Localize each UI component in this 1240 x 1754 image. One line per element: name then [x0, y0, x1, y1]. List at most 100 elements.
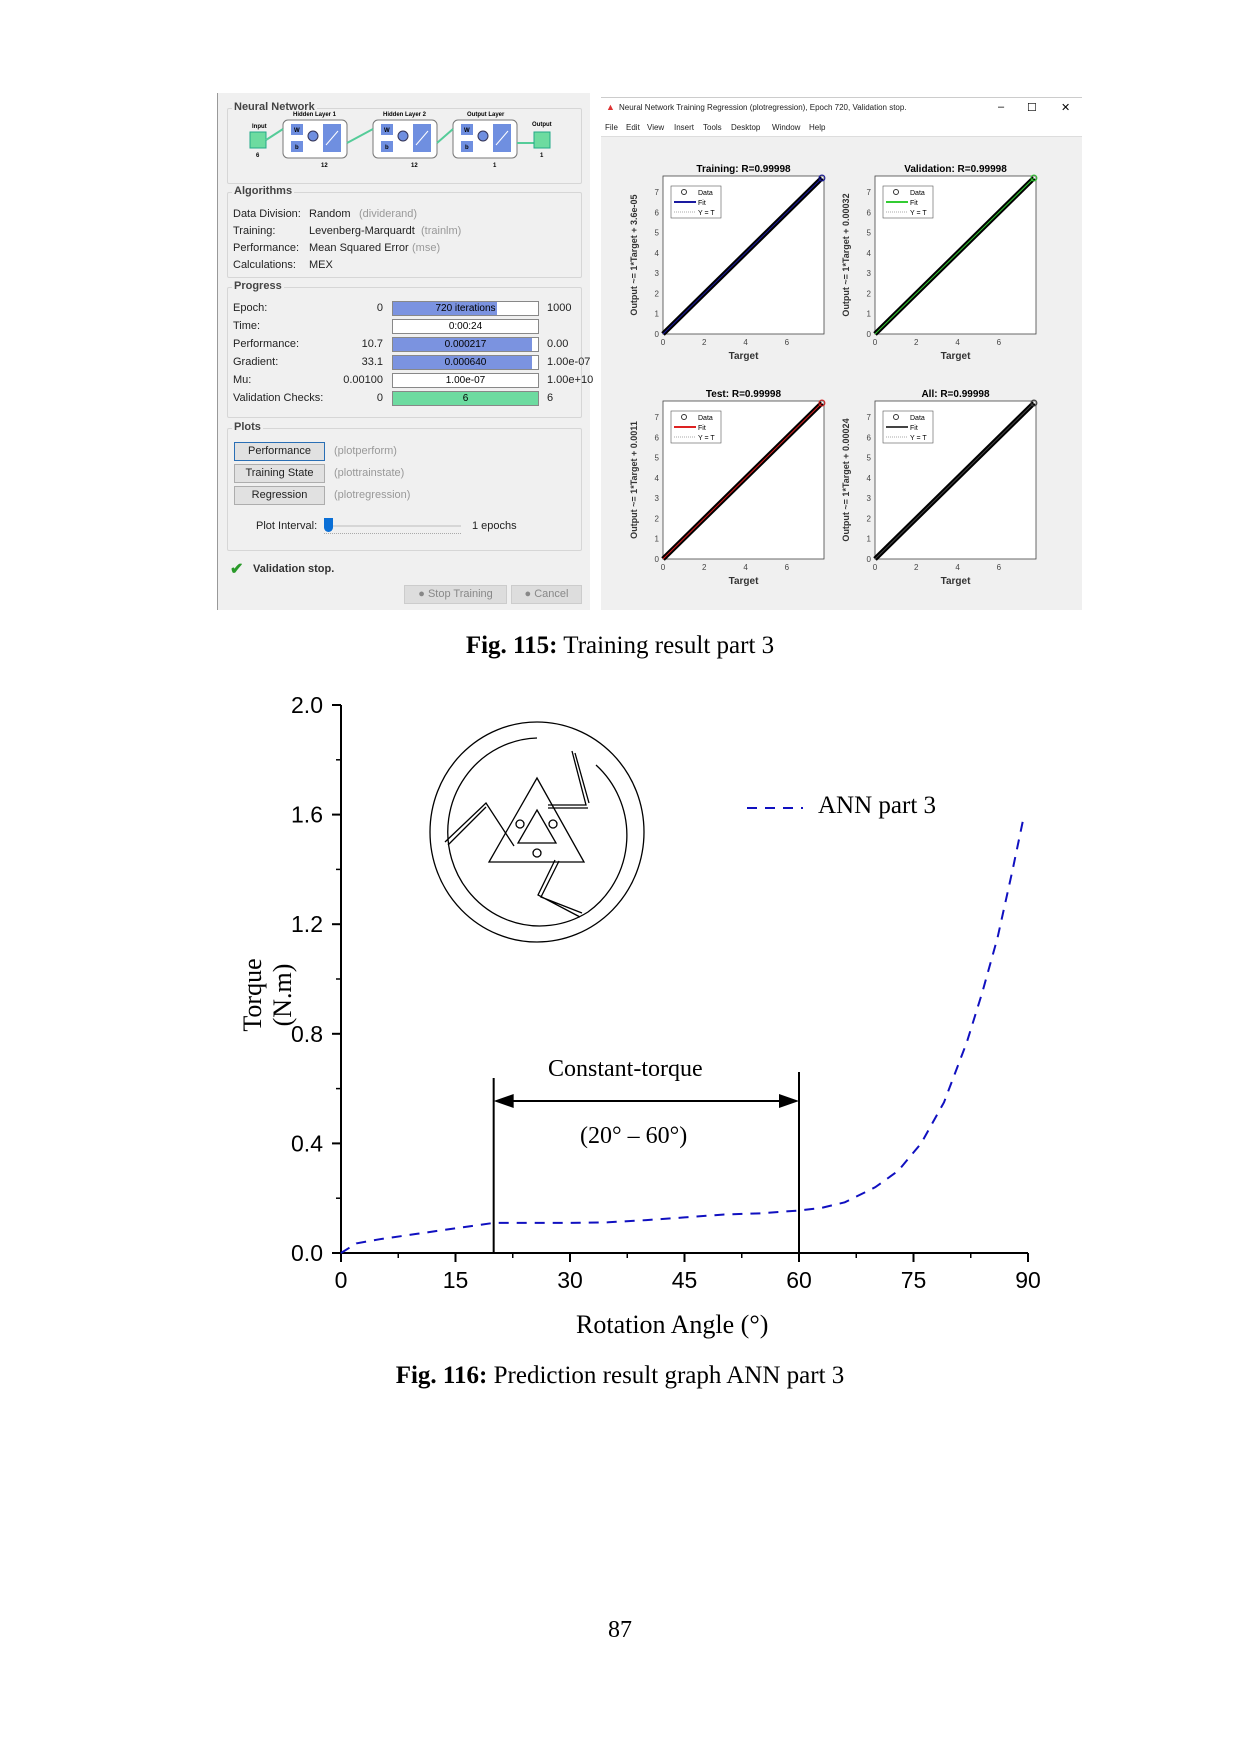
x-tick-label: 60: [786, 1267, 812, 1293]
weight-label: W: [384, 128, 390, 134]
y-tick: 2: [655, 514, 660, 523]
bias-label: b: [385, 145, 389, 151]
regression-subplot: Test: R=0.99998 Target Output ~= 1*Target …: [629, 389, 826, 587]
weight-label: W: [294, 128, 300, 134]
y-tick-label: 0.0: [291, 1240, 323, 1266]
algo-label: Data Division:: [233, 208, 301, 220]
stop-training-label: Stop Training: [427, 588, 493, 600]
algo-label: Performance:: [233, 242, 300, 254]
cancel-button[interactable]: ● Cancel: [511, 585, 582, 604]
progress-fill: [393, 302, 498, 315]
legend-entry: Y = T: [698, 435, 715, 442]
training-state-plot-button[interactable]: Training State: [234, 464, 325, 483]
stop-training-button[interactable]: ● Stop Training: [404, 585, 507, 604]
progress-value: 0.000640: [444, 357, 487, 368]
caption-text: Prediction result graph ANN part 3: [487, 1362, 845, 1389]
legend-entry: Fit: [910, 425, 918, 432]
network-diagram: Input 6 Hidden Layer 1 W b 12 Hidden Lay…: [249, 112, 552, 169]
y-label: Output ~= 1*Target + 0.00024: [841, 418, 851, 541]
x-tick: 6: [997, 563, 1002, 572]
progress-value: 0.000217: [444, 339, 487, 350]
y-tick: 5: [867, 229, 872, 238]
y-tick-label: 2.0: [291, 692, 323, 718]
progress-fill: [393, 338, 533, 351]
progress-start: 0: [376, 302, 383, 314]
y-tick: 1: [867, 535, 872, 544]
plot-interval-slider[interactable]: [324, 525, 461, 527]
y-tick: 3: [655, 269, 660, 278]
progress-fill: [393, 356, 533, 369]
progress-end: 0.00: [547, 338, 569, 350]
menu-insert[interactable]: Insert: [674, 123, 695, 132]
stop-icon: ●: [418, 588, 428, 600]
menu-file[interactable]: File: [605, 123, 618, 132]
menu-help[interactable]: Help: [809, 123, 826, 132]
weight-label: W: [464, 128, 470, 134]
slider-thumb[interactable]: [324, 518, 333, 532]
y-tick: 6: [867, 208, 872, 217]
group-title: Neural Network: [232, 101, 317, 113]
progress-bar: 0.000640: [392, 355, 539, 370]
y-tick: 6: [655, 208, 660, 217]
algorithms-group: Algorithms Data Division: Random (divide…: [227, 185, 582, 278]
y-tick: 0: [867, 555, 872, 564]
close-icon[interactable]: ✕: [1061, 102, 1071, 114]
minimize-icon[interactable]: –: [998, 101, 1005, 113]
x-label: Target: [729, 576, 759, 587]
algo-value: MEX: [309, 259, 333, 271]
progress-bar: 0:00:24: [392, 319, 539, 334]
y-tick: 0: [867, 330, 872, 339]
progress-fill: [393, 392, 538, 405]
progress-label: Mu:: [233, 374, 252, 386]
matlab-icon: ▲: [606, 102, 615, 112]
data-point: [818, 174, 826, 182]
y-tick-label: 0.4: [291, 1130, 323, 1156]
legend-entry: Fit: [698, 425, 706, 432]
progress-end: 1.00e+10: [547, 374, 594, 386]
layer-size: 1: [493, 163, 497, 169]
menu-edit[interactable]: Edit: [626, 123, 640, 132]
data-marker-icon: [681, 189, 687, 195]
menu-tools[interactable]: Tools: [703, 123, 722, 132]
x-tick: 0: [873, 563, 878, 572]
slider-ticks: [324, 533, 461, 536]
input-size: 6: [256, 153, 260, 159]
output-node: [533, 131, 551, 149]
progress-end: 6: [547, 392, 554, 404]
y-tick-label: 1.2: [291, 911, 323, 937]
legend-entry: Y = T: [910, 210, 927, 217]
progress-value: 1.00e-07: [445, 375, 486, 386]
regression-plot-button[interactable]: Regression: [234, 486, 325, 505]
maximize-icon[interactable]: ☐: [1027, 102, 1037, 114]
performance-plot-button[interactable]: Performance: [234, 442, 325, 461]
x-tick: 0: [873, 338, 878, 347]
page-number: 87: [608, 1617, 632, 1643]
menu-desktop[interactable]: Desktop: [731, 123, 761, 132]
x-tick: 6: [997, 338, 1002, 347]
algo-value: Random: [309, 208, 351, 220]
group-title: Progress: [232, 280, 284, 292]
x-tick-label: 0: [335, 1267, 348, 1293]
progress-start: 10.7: [361, 338, 383, 350]
range-label: (20° – 60°): [580, 1123, 688, 1149]
menu-bar: File Edit View Insert Tools Desktop Wind…: [601, 120, 1082, 137]
data-marker-icon: [893, 414, 899, 420]
subplot-title: All: R=0.99998: [921, 389, 990, 400]
fit-line: [874, 402, 1035, 560]
layer-size: 12: [411, 163, 418, 169]
menu-view[interactable]: View: [647, 123, 665, 132]
progress-label: Validation Checks:: [233, 392, 324, 404]
progress-end: 1.00e-07: [547, 356, 591, 368]
plot-fn: (plotregression): [334, 489, 411, 501]
caption-text: Training result part 3: [557, 632, 775, 659]
cancel-label: Cancel: [534, 588, 569, 600]
y-tick: 4: [867, 474, 872, 483]
regression-subplot: Training: R=0.99998 Target Output ~= 1*Tar…: [629, 164, 826, 362]
y-tick: 2: [867, 289, 872, 298]
constant-torque-label: Constant-torque: [548, 1056, 703, 1082]
x-tick-label: 75: [901, 1267, 927, 1293]
legend-entry: Y = T: [698, 210, 715, 217]
x-label: Target: [941, 351, 971, 362]
menu-window[interactable]: Window: [772, 123, 801, 132]
x-tick-label: 45: [672, 1267, 698, 1293]
